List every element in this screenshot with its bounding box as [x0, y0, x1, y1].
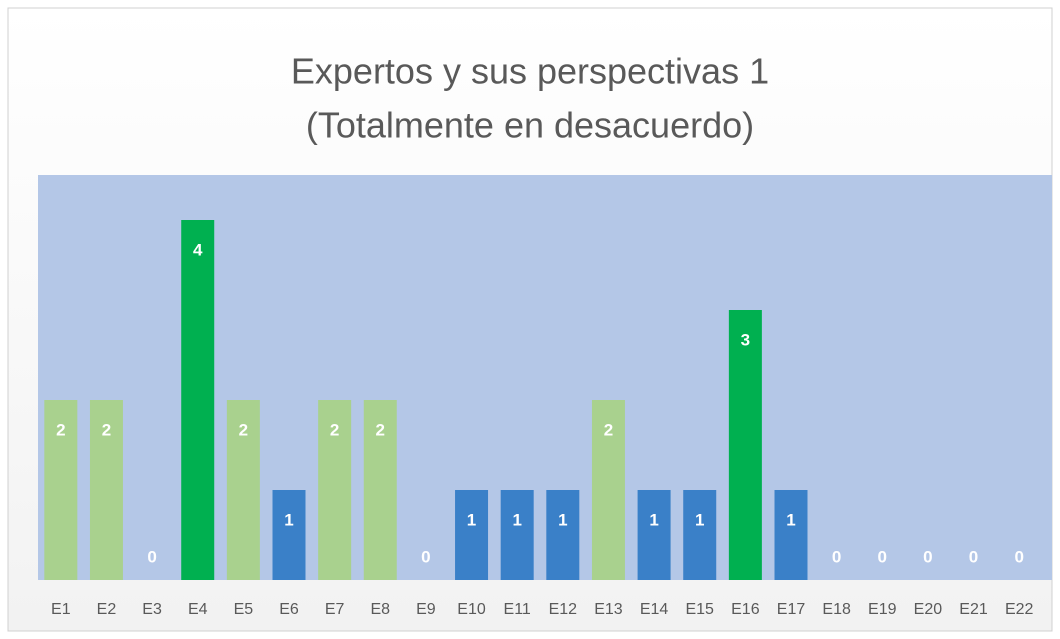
data-label: 2: [56, 420, 65, 439]
x-tick-label: E12: [549, 601, 578, 618]
x-tick-label: E17: [777, 601, 806, 618]
x-tick-label: E9: [416, 601, 436, 618]
data-label: 0: [421, 547, 430, 566]
data-label: 1: [284, 510, 293, 529]
data-label: 1: [467, 510, 476, 529]
data-label: 2: [604, 420, 613, 439]
x-tick-label: E4: [188, 601, 208, 618]
bar: [500, 490, 534, 580]
data-label: 1: [558, 510, 567, 529]
data-label: 0: [923, 547, 932, 566]
chart-title: Expertos y sus perspectivas 1: [291, 51, 769, 92]
bar: [181, 220, 215, 580]
data-label: 2: [330, 420, 339, 439]
x-tick-label: E22: [1005, 601, 1034, 618]
x-tick-label: E18: [822, 601, 851, 618]
x-tick-label: E15: [685, 601, 714, 618]
x-tick-label: E6: [279, 601, 299, 618]
data-label: 1: [512, 510, 521, 529]
data-label: 2: [239, 420, 248, 439]
x-tick-label: E14: [640, 601, 669, 618]
data-label: 0: [147, 547, 156, 566]
data-label: 0: [832, 547, 841, 566]
data-label: 1: [649, 510, 658, 529]
x-tick-label: E1: [51, 601, 71, 618]
data-label: 1: [695, 510, 704, 529]
bar: [683, 490, 717, 580]
bar: [546, 490, 580, 580]
bar: [363, 400, 397, 580]
data-label: 3: [741, 330, 750, 349]
data-label: 1: [786, 510, 795, 529]
chart-title: (Totalmente en desacuerdo): [306, 105, 754, 146]
data-label: 0: [969, 547, 978, 566]
data-label: 2: [102, 420, 111, 439]
x-tick-label: E16: [731, 601, 760, 618]
bar: [226, 400, 260, 580]
bar: [89, 400, 123, 580]
bar: [318, 400, 352, 580]
data-label: 0: [1014, 547, 1023, 566]
data-label: 0: [878, 547, 887, 566]
bar: [774, 490, 808, 580]
bar: [272, 490, 306, 580]
bar: [637, 490, 671, 580]
x-tick-label: E7: [325, 601, 345, 618]
x-tick-label: E8: [370, 601, 390, 618]
x-tick-label: E11: [504, 601, 531, 618]
x-tick-label: E19: [868, 601, 897, 618]
bar: [728, 310, 762, 580]
bar: [455, 490, 489, 580]
data-label: 4: [193, 240, 203, 259]
x-tick-label: E10: [457, 601, 486, 618]
bar: [44, 400, 78, 580]
x-tick-label: E13: [594, 601, 623, 618]
x-tick-label: E20: [914, 601, 943, 618]
x-tick-label: E3: [142, 601, 162, 618]
x-tick-label: E2: [97, 601, 117, 618]
bar: [591, 400, 625, 580]
x-tick-label: E21: [959, 601, 988, 618]
x-tick-label: E5: [234, 601, 254, 618]
data-label: 2: [376, 420, 385, 439]
